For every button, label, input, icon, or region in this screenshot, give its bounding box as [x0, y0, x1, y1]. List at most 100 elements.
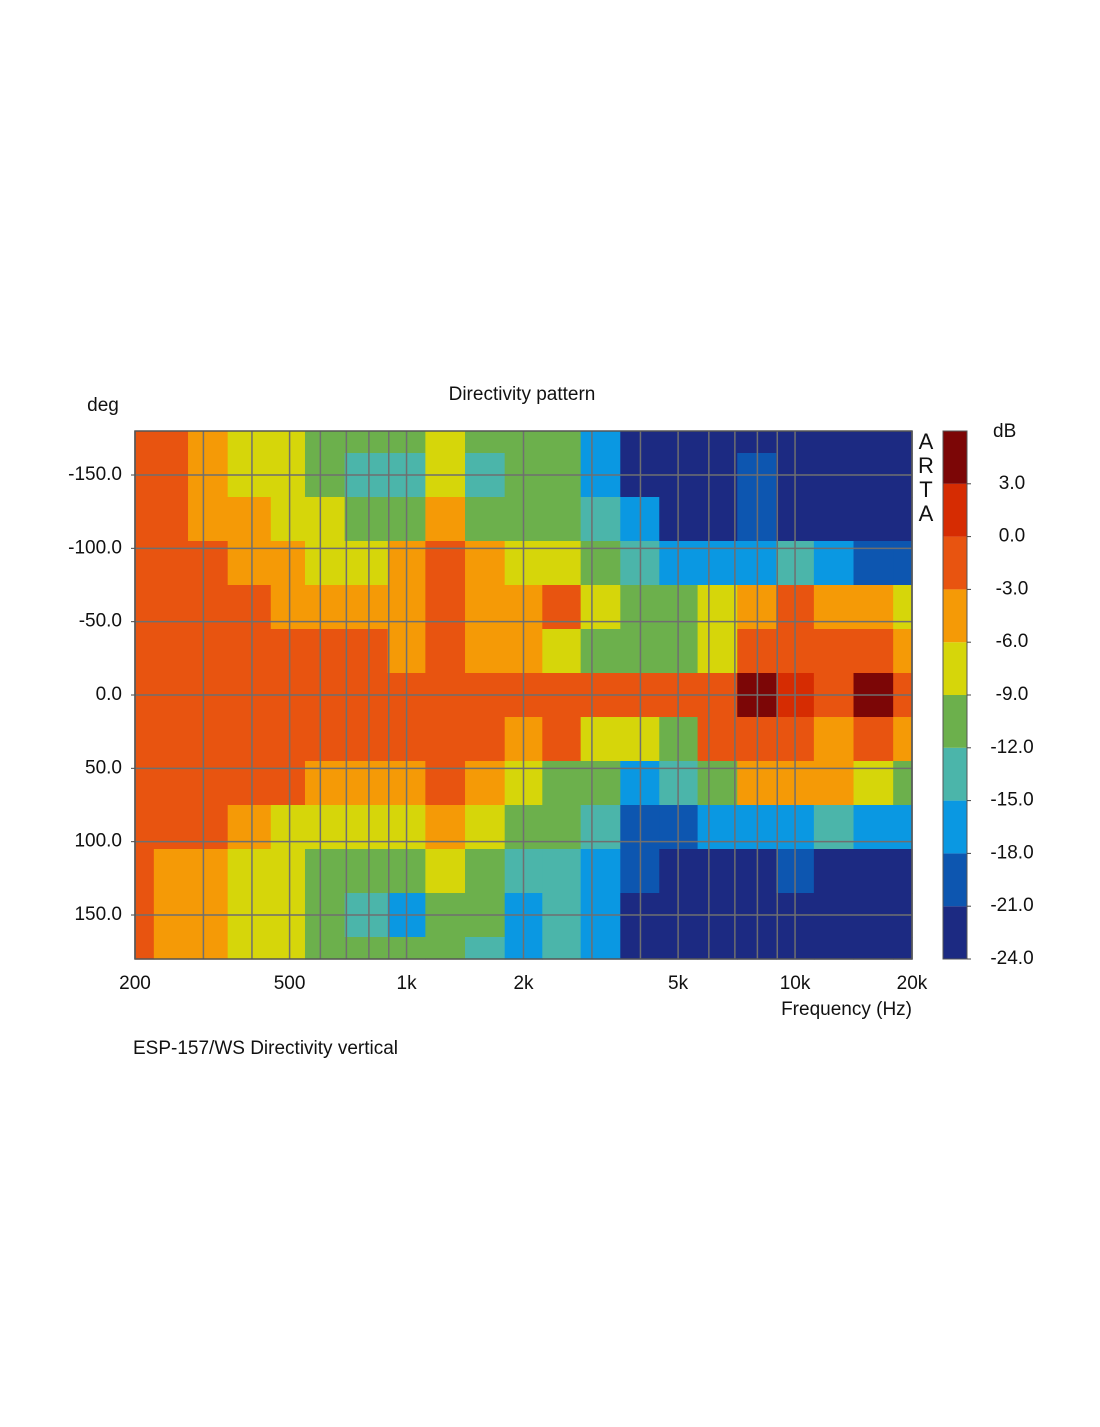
- heat-cell: [153, 717, 189, 762]
- heat-cell: [697, 431, 738, 454]
- caption: ESP-157/WS Directivity vertical: [133, 1038, 398, 1059]
- heat-cell: [153, 431, 189, 454]
- heat-cell: [893, 431, 913, 454]
- y-tick-label: -100.0: [68, 537, 122, 558]
- y-tick-label: 50.0: [85, 757, 122, 778]
- heat-cell: [465, 431, 506, 454]
- heat-cell: [697, 937, 738, 960]
- heat-cell: [188, 431, 229, 454]
- heat-cell: [425, 805, 466, 850]
- y-tick-label: 150.0: [74, 904, 122, 925]
- heat-cell: [188, 585, 229, 630]
- heat-cell: [697, 629, 738, 674]
- heat-cell: [135, 431, 155, 454]
- heat-cell: [853, 629, 894, 674]
- heat-cell: [580, 849, 621, 894]
- heat-cell: [344, 497, 389, 542]
- heat-cell: [270, 431, 306, 454]
- heat-cell: [853, 937, 894, 960]
- heat-cell: [425, 431, 466, 454]
- heat-cell: [153, 937, 189, 960]
- heat-cell: [425, 849, 466, 894]
- colorbar-band: [943, 695, 967, 748]
- colorbar-band: [943, 589, 967, 643]
- colorbar-tick-label: -6.0: [996, 631, 1029, 652]
- x-tick-label: 10k: [780, 973, 811, 994]
- colorbar-tick-label: 3.0: [999, 473, 1025, 494]
- heat-cell: [227, 431, 272, 454]
- heat-cell: [813, 717, 855, 762]
- colorbar-band: [943, 642, 967, 695]
- heat-cell: [542, 497, 582, 542]
- x-tick-label: 200: [119, 973, 151, 994]
- x-tick-label: 20k: [897, 973, 928, 994]
- heat-cell: [153, 805, 189, 850]
- heat-cell: [227, 937, 272, 960]
- heat-cell: [270, 717, 306, 762]
- plot-border: [134, 430, 913, 960]
- heat-cell: [135, 585, 155, 630]
- colorbar-tick-label: 0.0: [999, 526, 1025, 547]
- heat-cell: [465, 629, 506, 674]
- heat-cell: [344, 937, 389, 960]
- y-axis-label: deg: [87, 395, 119, 416]
- heat-cell: [344, 585, 389, 630]
- watermark-letter: T: [919, 477, 932, 502]
- heat-cell: [580, 717, 621, 762]
- x-tick-label: 500: [274, 973, 306, 994]
- heat-cell: [344, 431, 389, 454]
- heat-cell: [893, 629, 913, 674]
- heat-cell: [153, 849, 189, 894]
- heat-cell: [813, 849, 855, 894]
- y-tick-label: -50.0: [79, 611, 122, 632]
- heat-cell: [344, 849, 389, 894]
- colorbar-band: [943, 747, 967, 801]
- heat-cell: [813, 497, 855, 542]
- heat-cell: [813, 585, 855, 630]
- watermark-letter: A: [919, 429, 934, 454]
- heat-cell: [893, 717, 913, 762]
- colorbar-label: dB: [993, 421, 1016, 442]
- heat-cell: [135, 761, 155, 806]
- heat-cell: [580, 431, 621, 454]
- colorbar-band: [943, 483, 967, 537]
- colorbar-tick-label: -9.0: [996, 684, 1029, 705]
- heat-cell: [853, 431, 894, 454]
- y-tick-label: 100.0: [74, 831, 122, 852]
- x-tick-label: 5k: [668, 973, 689, 994]
- heat-cell: [188, 937, 229, 960]
- colorbar-band: [943, 536, 967, 590]
- heat-cell: [304, 805, 346, 850]
- heat-cell: [542, 585, 582, 630]
- heat-cell: [425, 937, 466, 960]
- heat-cell: [853, 497, 894, 542]
- chart-title: Directivity pattern: [449, 384, 596, 405]
- heat-cell: [580, 629, 621, 674]
- heat-cell: [813, 805, 855, 850]
- heat-cell: [465, 849, 506, 894]
- heat-cell: [304, 431, 346, 454]
- heat-cell: [425, 629, 466, 674]
- heat-cell: [893, 937, 913, 960]
- heat-cell: [153, 585, 189, 630]
- heat-cell: [304, 497, 346, 542]
- heat-cell: [227, 497, 272, 542]
- heat-cell: [270, 585, 306, 630]
- heat-cell: [188, 629, 229, 674]
- heat-cell: [853, 805, 894, 850]
- heat-cell: [893, 805, 913, 850]
- heat-cell: [270, 849, 306, 894]
- heat-cell: [153, 497, 189, 542]
- heat-cell: [697, 717, 738, 762]
- y-tick-label: 0.0: [96, 684, 122, 705]
- y-tick-label: -150.0: [68, 464, 122, 485]
- watermark-letter: A: [919, 501, 934, 526]
- heat-cell: [153, 629, 189, 674]
- labels: 200 500 1k 2k 5k 10k 20k -150.0 -100.0 -50.0 0.0 50…: [68, 429, 1034, 994]
- heat-cell: [304, 585, 346, 630]
- heat-cell: [135, 717, 155, 762]
- heat-cell: [853, 585, 894, 630]
- heat-cell: [580, 805, 621, 850]
- heat-cell: [893, 585, 913, 630]
